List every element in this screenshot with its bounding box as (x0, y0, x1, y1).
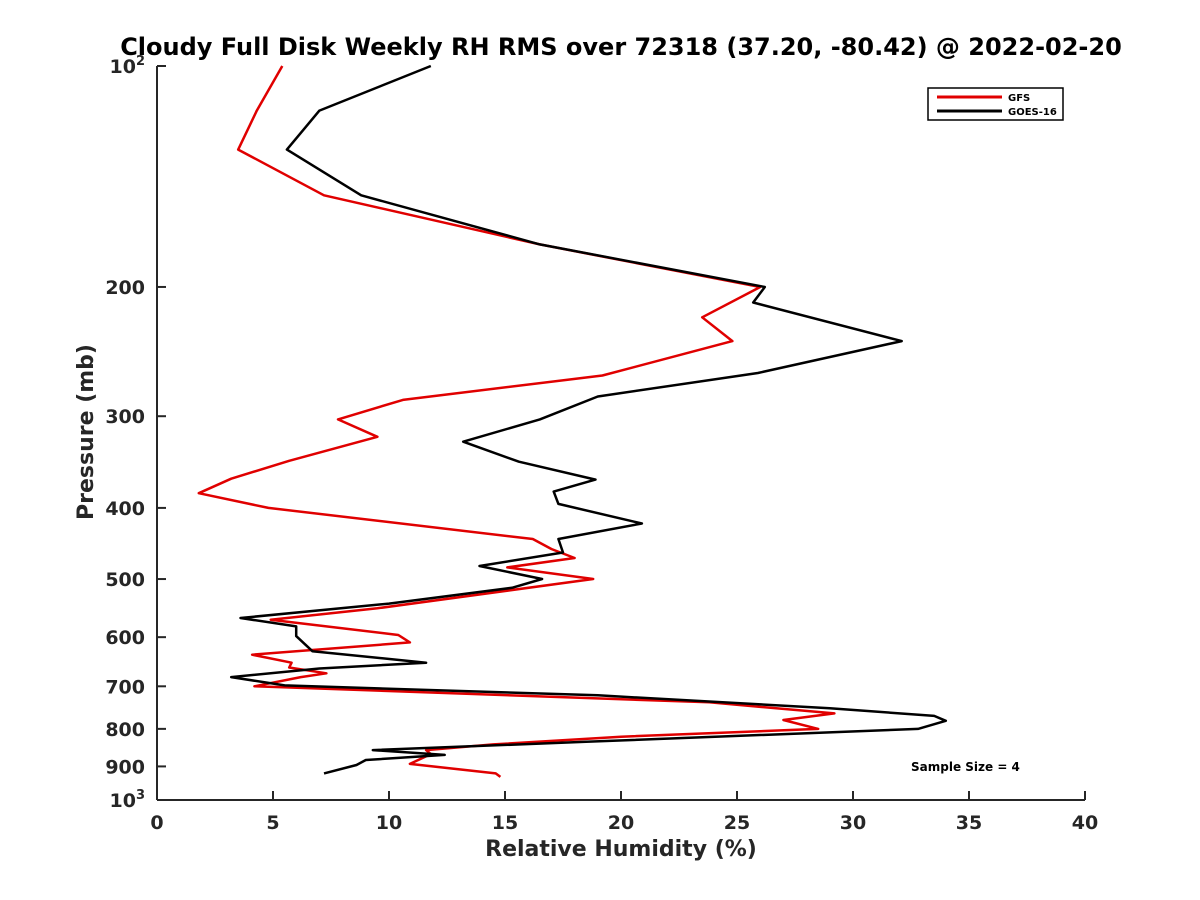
y-tick-label: 600 (105, 627, 145, 649)
x-tick-label: 35 (956, 812, 982, 834)
series-line-gfs (197, 65, 836, 778)
legend: GFS GOES-16 (927, 87, 1064, 121)
legend-box (927, 87, 1064, 121)
x-tick-label: 40 (1072, 812, 1098, 834)
y-tick-label: 200 (105, 277, 145, 299)
sample-size-annotation: Sample Size = 4 (911, 760, 1020, 774)
series-line-goes16 (229, 64, 948, 775)
x-axis-label: Relative Humidity (%) (485, 837, 757, 862)
y-tick-label: 400 (105, 498, 145, 520)
x-tick-label: 20 (608, 812, 634, 834)
legend-label-goes16: GOES-16 (1008, 107, 1057, 118)
y-tick-label: 103 (110, 788, 146, 812)
x-tick-label: 25 (724, 812, 750, 834)
y-tick-label: 500 (105, 569, 145, 591)
ticks-layer: 0 5 10 15 20 25 30 35 40 102 200 300 400 500 600 700 800… (105, 54, 1098, 834)
legend-label-gfs: GFS (1008, 93, 1030, 104)
chart-title: Cloudy Full Disk Weekly RH RMS over 7231… (120, 33, 1122, 61)
x-tick-label: 10 (376, 812, 402, 834)
y-tick-label: 300 (105, 406, 145, 428)
y-axis-label: Pressure (mb) (74, 344, 99, 520)
series-layer (197, 64, 948, 778)
x-tick-label: 30 (840, 812, 866, 834)
y-tick-label: 700 (105, 676, 145, 698)
x-tick-label: 0 (150, 812, 163, 834)
y-tick-label: 800 (105, 719, 145, 741)
x-tick-label: 5 (266, 812, 279, 834)
y-tick-label: 900 (105, 756, 145, 778)
y-tick-label: 102 (110, 54, 146, 78)
x-tick-label: 15 (492, 812, 518, 834)
